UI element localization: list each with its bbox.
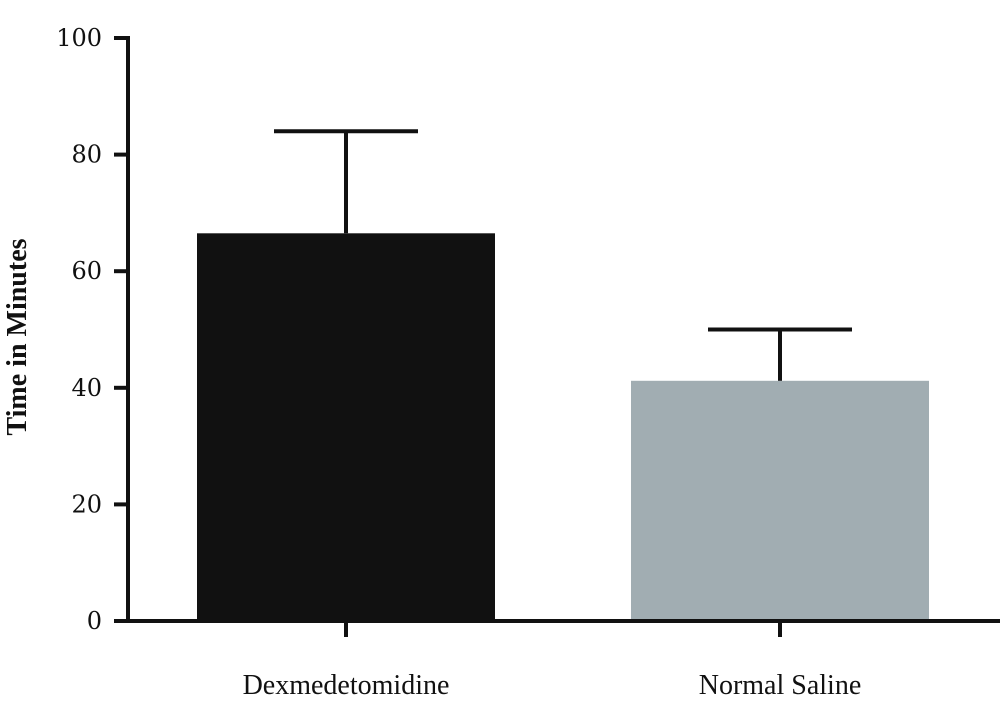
chart-axes: Dexmedetomidine Normal Saline 0 20 40 60 80 100: [56, 24, 1000, 701]
y-tick-label: 40: [71, 374, 102, 402]
y-tick-label: 0: [87, 607, 102, 635]
y-tick-label: 80: [71, 141, 102, 169]
y-tick-label: 60: [71, 257, 102, 285]
y-axis-label: Time in Minutes: [2, 238, 33, 435]
x-tick-label: Normal Saline: [699, 670, 862, 701]
x-tick-label: Dexmedetomidine: [243, 670, 450, 701]
y-tick-label: 20: [71, 490, 102, 518]
y-tick-label: 100: [56, 24, 102, 52]
chart-marks: [197, 129, 929, 621]
bar-normal-saline: [631, 380, 929, 621]
bar-dexmedetomidine: [197, 233, 495, 621]
